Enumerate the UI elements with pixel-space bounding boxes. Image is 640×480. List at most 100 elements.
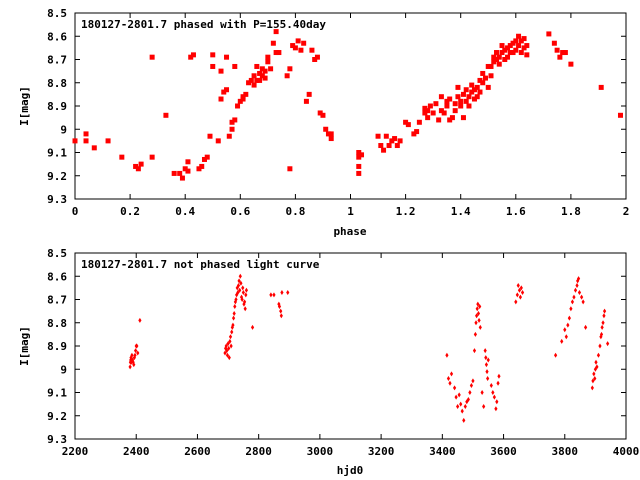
data-point — [233, 303, 237, 309]
data-point — [521, 45, 527, 51]
data-point — [463, 403, 467, 409]
data-point — [231, 322, 235, 328]
data-point — [499, 43, 505, 49]
data-point — [430, 110, 436, 116]
data-point — [594, 359, 598, 365]
data-point — [505, 54, 511, 60]
data-point — [480, 390, 484, 395]
data-point — [287, 66, 293, 72]
data-point — [290, 43, 296, 49]
data-point — [273, 29, 279, 35]
data-point — [520, 290, 525, 296]
phased-y-tick-label: 9.1 — [47, 147, 67, 160]
data-point — [265, 59, 271, 65]
data-point — [518, 294, 522, 300]
data-point — [276, 50, 282, 56]
data-point — [482, 403, 486, 409]
data-point — [425, 115, 431, 121]
data-point — [480, 70, 486, 76]
data-point — [580, 294, 584, 300]
data-point — [458, 103, 464, 109]
data-point — [218, 68, 224, 74]
data-point — [518, 50, 524, 56]
data-point — [215, 138, 221, 144]
phased-x-tick-label: 1.2 — [396, 205, 416, 218]
data-point — [135, 166, 141, 172]
data-point — [590, 385, 594, 391]
data-point — [132, 362, 136, 368]
data-point — [494, 406, 498, 412]
data-point — [223, 350, 227, 356]
data-point — [485, 63, 491, 69]
data-point — [91, 145, 97, 151]
data-point — [227, 355, 231, 361]
data-point — [177, 170, 183, 176]
data-point — [199, 163, 205, 169]
data-point — [567, 315, 571, 321]
phased-ticks: 0 0.2 0.4 0.6 0.8 1 1.2 1.4 1.6 1.8 2 8.5 8.6 8.7 8.8 8… — [47, 7, 629, 218]
data-point — [562, 50, 568, 56]
data-point — [325, 131, 331, 137]
data-point — [254, 77, 260, 83]
data-point — [477, 317, 481, 323]
data-point — [472, 348, 477, 354]
unphased-y-tick-label: 9.1 — [47, 387, 67, 400]
unphased-plot-title: 180127-2801.7 not phased light curve — [81, 258, 320, 271]
data-point — [251, 73, 257, 79]
data-point — [457, 392, 461, 398]
data-point — [476, 301, 480, 307]
phased-x-axis-label: phase — [333, 225, 366, 238]
data-point — [201, 156, 207, 162]
data-point — [513, 47, 519, 53]
data-point — [496, 380, 500, 386]
data-point — [482, 75, 488, 81]
data-point — [389, 138, 395, 144]
data-point — [317, 110, 323, 116]
unphased-x-tick-label: 3200 — [368, 445, 395, 458]
data-point — [238, 273, 242, 279]
data-point — [485, 369, 489, 375]
data-point — [243, 306, 247, 312]
unphased-x-tick-label: 3000 — [307, 445, 334, 458]
data-point — [227, 345, 231, 351]
data-point — [403, 119, 409, 125]
data-point — [459, 401, 463, 407]
data-point — [524, 43, 530, 49]
data-point — [575, 283, 579, 289]
data-point — [444, 98, 450, 104]
data-point — [292, 45, 298, 51]
data-point — [599, 331, 604, 337]
data-point — [270, 40, 276, 46]
data-point — [595, 364, 599, 370]
unphased-y-tick-label: 8.5 — [47, 247, 67, 260]
data-point — [397, 138, 403, 144]
data-point — [232, 63, 238, 69]
data-point — [238, 287, 242, 293]
data-point — [306, 91, 312, 97]
data-point — [411, 131, 417, 137]
data-point — [444, 103, 450, 109]
data-point — [224, 54, 230, 60]
data-point — [598, 343, 602, 349]
data-point — [221, 89, 227, 95]
data-point — [240, 94, 246, 100]
unphased-ticks: 2200 2400 2600 2800 3000 3200 3400 3600 3800 4000… — [47, 247, 639, 458]
data-point — [496, 61, 502, 67]
data-point — [328, 136, 334, 142]
data-point — [405, 122, 411, 128]
phased-x-tick-label: 0.6 — [230, 205, 250, 218]
data-point — [133, 352, 137, 358]
data-point — [513, 38, 519, 44]
data-point — [272, 292, 276, 298]
data-point — [466, 396, 470, 402]
data-point — [279, 308, 283, 314]
data-point — [72, 138, 78, 144]
phased-x-tick-label: 1 — [347, 205, 354, 218]
data-point — [592, 371, 596, 377]
data-point — [572, 294, 576, 300]
phased-y-tick-label: 8.7 — [47, 54, 67, 67]
data-point — [138, 161, 144, 167]
data-point — [234, 297, 238, 302]
data-point — [602, 313, 606, 319]
data-point — [242, 299, 247, 305]
